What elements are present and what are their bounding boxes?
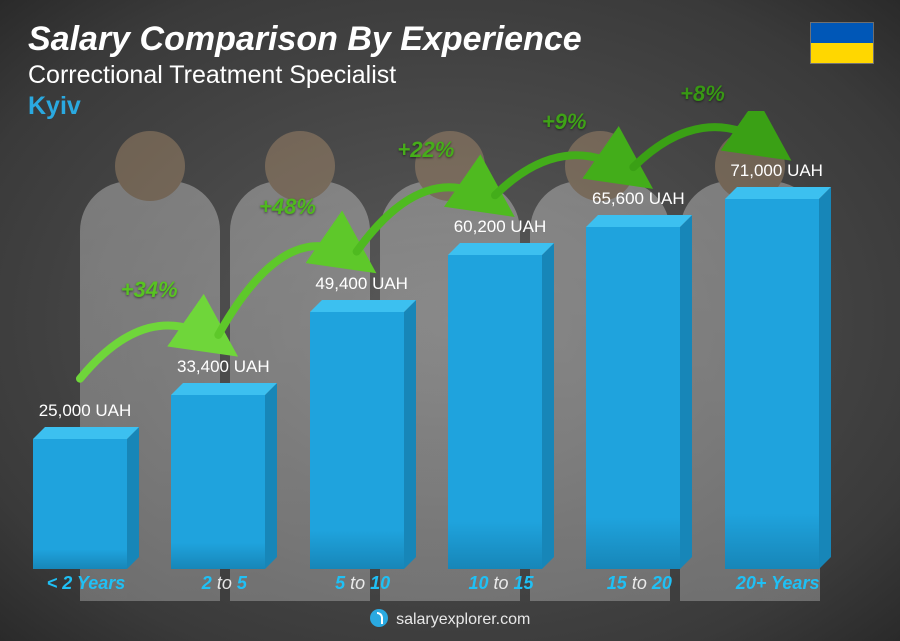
x-axis-label: 20+ Years — [717, 573, 839, 594]
bar-side — [127, 427, 139, 569]
bar-top — [33, 427, 139, 439]
brand-text: salaryexplorer.com — [396, 611, 530, 628]
bar-side — [542, 243, 554, 569]
bar-front — [725, 199, 819, 569]
bar-top — [310, 300, 416, 312]
percentage-label: +22% — [391, 137, 461, 163]
value-label: 25,000 UAH — [15, 401, 155, 421]
flag-bottom-stripe — [811, 43, 873, 63]
bar-chart: 25,000 UAH< 2 Years33,400 UAH2 to 549,40… — [25, 111, 855, 591]
bar-top — [448, 243, 554, 255]
x-axis-label: 2 to 5 — [163, 573, 285, 594]
x-axis-label: 10 to 15 — [440, 573, 562, 594]
value-label: 33,400 UAH — [153, 357, 293, 377]
percentage-label: +34% — [114, 277, 184, 303]
x-axis-label: 15 to 20 — [578, 573, 700, 594]
percentage-label: +9% — [529, 109, 599, 135]
bar-side — [819, 187, 831, 569]
bar-front — [586, 227, 680, 569]
value-label: 71,000 UAH — [707, 161, 847, 181]
x-axis-label: 5 to 10 — [302, 573, 424, 594]
bar-front — [171, 395, 265, 569]
bar-side — [680, 215, 692, 569]
bar-side — [404, 300, 416, 569]
bar-front — [33, 439, 127, 569]
bar-top — [725, 187, 831, 199]
bar-side — [265, 383, 277, 569]
bar-front — [448, 255, 542, 569]
x-axis-label: < 2 Years — [25, 573, 147, 594]
footer: salaryexplorer.com — [0, 609, 900, 629]
chart-title: Salary Comparison By Experience — [28, 20, 582, 59]
country-flag — [810, 22, 874, 64]
percentage-label: +8% — [668, 81, 738, 107]
value-label: 65,600 UAH — [568, 189, 708, 209]
chart-subtitle: Correctional Treatment Specialist — [28, 61, 582, 90]
value-label: 60,200 UAH — [430, 217, 570, 237]
bar-top — [171, 383, 277, 395]
bar-top — [586, 215, 692, 227]
header: Salary Comparison By Experience Correcti… — [28, 20, 582, 121]
value-label: 49,400 UAH — [292, 274, 432, 294]
percentage-label: +48% — [253, 194, 323, 220]
bar-front — [310, 312, 404, 569]
brand-icon — [370, 609, 388, 627]
flag-top-stripe — [811, 23, 873, 43]
